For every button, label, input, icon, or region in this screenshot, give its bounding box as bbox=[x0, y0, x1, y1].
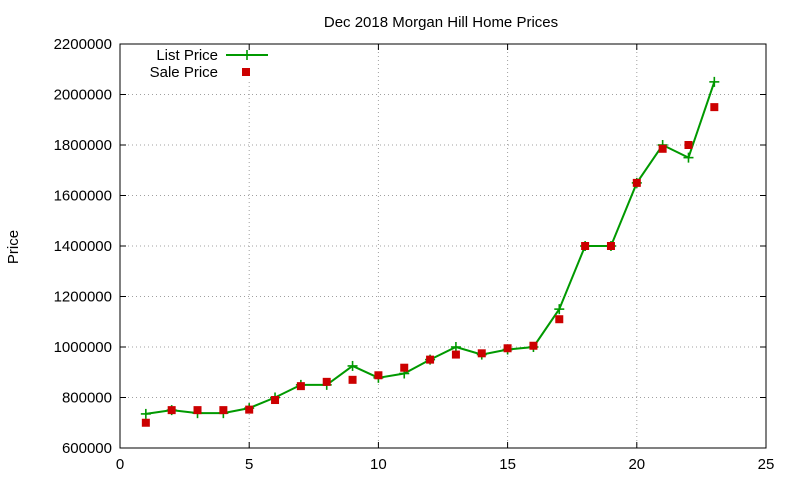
sale-price-point bbox=[658, 144, 667, 153]
y-tick-label: 1600000 bbox=[54, 188, 112, 205]
sale-price-point bbox=[555, 315, 564, 324]
axes: 0 5 10 15 20 25 600000 800000 1000000 1200000 1400… bbox=[54, 36, 775, 473]
y-tick-label: 2000000 bbox=[54, 87, 112, 104]
x-tick-label: 5 bbox=[245, 456, 253, 473]
legend-label: Sale Price bbox=[150, 64, 218, 81]
sale-price-point bbox=[374, 371, 383, 380]
x-tick-label: 10 bbox=[370, 456, 387, 473]
sale-price-point bbox=[529, 341, 538, 350]
list-price-point bbox=[709, 76, 720, 87]
sale-price-point bbox=[451, 350, 460, 359]
sale-price-point bbox=[477, 349, 486, 358]
y-tick-label: 1800000 bbox=[54, 137, 112, 154]
y-axis-label: Price bbox=[5, 230, 22, 264]
series-1 bbox=[141, 103, 719, 427]
sale-price-point bbox=[632, 178, 641, 187]
x-tick-label: 25 bbox=[758, 456, 775, 473]
legend-square-marker bbox=[242, 68, 250, 76]
sale-price-point bbox=[193, 406, 202, 415]
y-tick-label: 1000000 bbox=[54, 339, 112, 356]
y-tick-label: 800000 bbox=[62, 390, 112, 407]
sale-price-point bbox=[710, 103, 719, 112]
y-tick-label: 1200000 bbox=[54, 289, 112, 306]
sale-price-point bbox=[503, 344, 512, 353]
sale-price-point bbox=[296, 382, 305, 391]
series-0 bbox=[140, 76, 720, 419]
sale-price-point bbox=[271, 396, 280, 405]
list-price-point bbox=[140, 408, 151, 419]
series bbox=[140, 76, 720, 427]
x-tick-label: 20 bbox=[628, 456, 645, 473]
list-price-point bbox=[347, 360, 358, 371]
x-tick-label: 15 bbox=[499, 456, 516, 473]
sale-price-point bbox=[219, 406, 228, 415]
sale-price-point bbox=[426, 355, 435, 364]
y-tick-label: 1400000 bbox=[54, 238, 112, 255]
sale-price-point bbox=[400, 363, 409, 372]
legend-plus-marker bbox=[242, 50, 252, 60]
list-price-point bbox=[683, 152, 694, 163]
sale-price-point bbox=[245, 405, 254, 414]
sale-price-point bbox=[348, 375, 357, 384]
sale-price-point bbox=[684, 141, 693, 149]
y-tick-label: 2200000 bbox=[54, 36, 112, 53]
sale-price-point bbox=[581, 242, 590, 250]
list-price-point bbox=[554, 304, 565, 315]
chart-title: Dec 2018 Morgan Hill Home Prices bbox=[324, 14, 558, 31]
x-tick-label: 0 bbox=[116, 456, 124, 473]
legend-label: List Price bbox=[156, 47, 218, 64]
list-price-point bbox=[450, 342, 461, 352]
sale-price-point bbox=[167, 406, 176, 415]
grid bbox=[120, 44, 766, 448]
sale-price-point bbox=[141, 418, 150, 427]
y-tick-label: 600000 bbox=[62, 440, 112, 457]
sale-price-point bbox=[322, 377, 331, 386]
sale-price-point bbox=[606, 242, 615, 250]
